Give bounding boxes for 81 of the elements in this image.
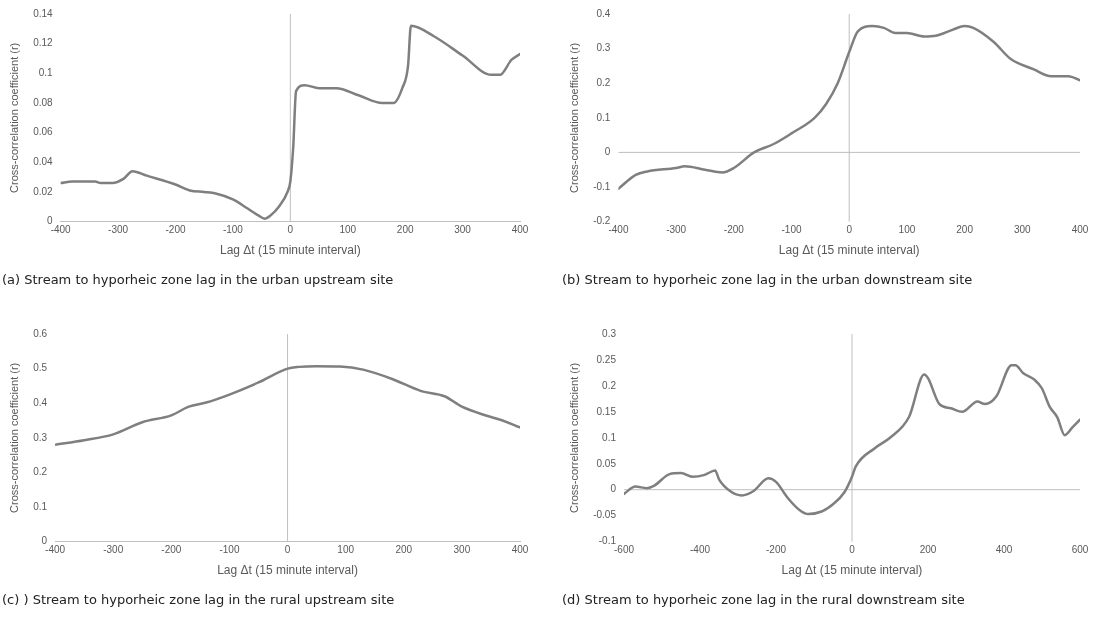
- text: (b) Stream to hyporheic zone lag in the urban downstream site: [562, 272, 973, 287]
- y-tick-label: 0: [41, 535, 48, 547]
- y-tick-label: 0.4: [33, 396, 48, 408]
- x-tick-label: 200: [956, 224, 974, 236]
- y-tick-label: 0.15: [596, 405, 617, 417]
- y-tick-label: 0.4: [596, 7, 611, 19]
- y-tick-label: -0.1: [593, 180, 611, 192]
- y-axis-title: Cross-correlation coefficient (r): [7, 362, 20, 513]
- x-tick-label: 400: [995, 544, 1013, 556]
- y-tick-label: 0.06: [33, 126, 54, 138]
- x-axis-title: Lag Δt (15 minute interval): [781, 563, 923, 578]
- x-tick-label: 300: [453, 544, 471, 556]
- y-tick-label: 0.1: [596, 111, 611, 123]
- y-tick-label: 0.12: [33, 37, 54, 49]
- y-tick-label: -0.05: [593, 509, 617, 521]
- x-tick-label: 0: [284, 544, 291, 556]
- y-tick-label: 0.2: [33, 466, 48, 478]
- y-axis-title: Cross-correlation coefficient (r): [567, 42, 580, 193]
- x-tick-label: -300: [108, 224, 129, 236]
- y-tick-label: 0.25: [596, 353, 617, 365]
- y-tick-label: 0.1: [602, 431, 617, 443]
- x-tick-label: -300: [666, 224, 687, 236]
- y-tick-label: 0.1: [33, 500, 48, 512]
- x-tick-label: -100: [781, 224, 802, 236]
- x-axis-title: Lag Δt (15 minute interval): [778, 243, 920, 258]
- text: (a) Stream to hyporheic zone lag in the urban upstream site: [2, 272, 394, 287]
- line-series: [55, 364, 520, 446]
- x-tick-label: -200: [765, 544, 787, 556]
- x-tick-label: -200: [723, 224, 745, 236]
- x-tick-label: 0: [849, 544, 856, 556]
- x-tick-label: 0: [287, 224, 294, 236]
- x-tick-label: -300: [103, 544, 124, 556]
- x-tick-label: 300: [1013, 224, 1032, 236]
- text: (d) Stream to hyporheic zone lag in the rural downstream site: [562, 592, 965, 607]
- text: (c) ) Stream to hyporheic zone lag in the rural upstream site: [2, 592, 395, 607]
- y-tick-label: -0.1: [598, 535, 617, 547]
- x-tick-label: -400: [45, 544, 66, 556]
- x-tick-label: 100: [898, 224, 916, 236]
- x-tick-label: 300: [454, 224, 472, 236]
- x-tick-label: 200: [919, 544, 937, 556]
- y-tick-label: 0.04: [33, 156, 54, 168]
- x-tick-label: 600: [1071, 544, 1089, 556]
- y-tick-label: 0.14: [33, 7, 54, 19]
- x-tick-label: -100: [222, 224, 244, 236]
- y-tick-label: 0.2: [596, 76, 611, 88]
- x-tick-label: 100: [339, 224, 357, 236]
- y-tick-label: 0.6: [33, 327, 48, 339]
- x-tick-label: -200: [161, 544, 182, 556]
- x-tick-label: 200: [395, 544, 413, 556]
- y-tick-label: 0.05: [596, 457, 617, 469]
- x-tick-label: -400: [50, 224, 72, 236]
- x-tick-label: -400: [608, 224, 629, 236]
- x-axis-title: Lag Δt (15 minute interval): [217, 563, 358, 578]
- y-tick-label: 0.3: [596, 42, 611, 54]
- line-series: [623, 363, 1080, 516]
- x-tick-label: -600: [613, 544, 635, 556]
- line-series: [60, 24, 520, 220]
- y-tick-label: 0.3: [33, 431, 48, 443]
- x-tick-label: -100: [219, 544, 240, 556]
- x-tick-label: 0: [846, 224, 853, 236]
- x-tick-label: 200: [396, 224, 414, 236]
- y-tick-label: 0: [47, 215, 54, 227]
- y-tick-label: -0.2: [593, 215, 611, 227]
- x-tick-label: -400: [689, 544, 711, 556]
- y-tick-label: 0.5: [33, 362, 48, 374]
- y-axis-title: Cross-correlation coefficient (r): [567, 362, 580, 513]
- line-series: [618, 24, 1080, 190]
- y-tick-label: 0.3: [602, 327, 617, 339]
- y-tick-label: 0: [604, 146, 611, 158]
- y-tick-label: 0.02: [33, 185, 54, 197]
- x-axis-title: Lag Δt (15 minute interval): [219, 243, 361, 258]
- x-tick-label: -200: [165, 224, 186, 236]
- y-axis-title: Cross-correlation coefficient (r): [7, 42, 20, 193]
- x-tick-label: 400: [511, 544, 529, 556]
- x-tick-label: 100: [337, 544, 355, 556]
- y-tick-label: 0.08: [33, 96, 54, 108]
- y-tick-label: 0.2: [602, 379, 617, 391]
- y-tick-label: 0: [610, 483, 617, 495]
- x-tick-label: 400: [1071, 224, 1089, 236]
- x-tick-label: 400: [511, 224, 529, 236]
- y-tick-label: 0.1: [38, 67, 54, 79]
